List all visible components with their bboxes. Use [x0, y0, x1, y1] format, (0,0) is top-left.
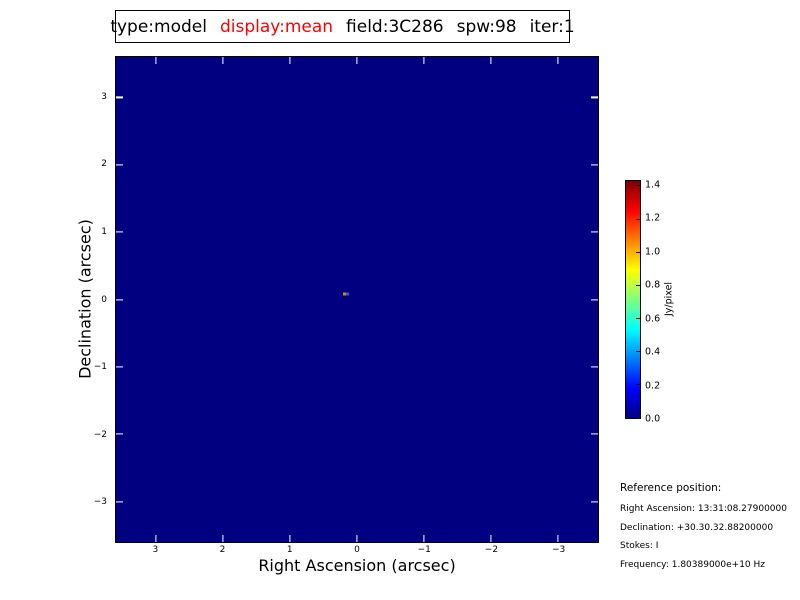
colorbar-tick-label: 0.6	[645, 313, 661, 325]
title-segment: spw:98	[456, 16, 517, 37]
colorbar-tick-label: 0.2	[645, 380, 661, 392]
colorbar-tick-label: 1.4	[645, 179, 661, 191]
colorbar-tick	[636, 284, 640, 286]
y-tick-label: 2	[101, 159, 107, 170]
x-axis-tick	[356, 57, 358, 64]
reference-line-stokes: Stokes: I	[620, 541, 659, 551]
x-axis-tick	[222, 57, 224, 64]
y-tick-label: 3	[101, 91, 107, 102]
x-axis-tick	[356, 535, 358, 542]
y-axis-label: Declination (arcsec)	[75, 219, 95, 379]
y-axis-tick	[116, 96, 123, 98]
x-tick-label: 2	[219, 545, 226, 555]
x-axis-tick	[289, 57, 291, 64]
colorbar-tick	[636, 384, 640, 386]
x-tick-label: 1	[286, 545, 293, 555]
x-tick-label: −1	[417, 545, 431, 555]
reference-line-dec: Declination: +30.30.32.88200000	[620, 522, 774, 533]
x-axis-tick	[557, 57, 559, 64]
x-tick-label: 0	[354, 545, 360, 555]
y-tick-label: −1	[93, 362, 107, 373]
x-tick-labels: 3 2 1 0 −1 −2 −3	[115, 545, 599, 557]
colorbar-tick	[636, 185, 640, 187]
y-tick-label: −3	[93, 497, 107, 508]
reference-line-frequency: Frequency: 1.80389000e+10 Hz	[620, 559, 766, 570]
point-source-marker	[343, 292, 350, 296]
colorbar-tick	[636, 218, 640, 220]
colorbar-tick-label: 0.0	[645, 413, 661, 425]
reference-heading: Reference position:	[620, 482, 722, 494]
x-axis-tick	[222, 535, 224, 542]
y-axis-tick	[116, 231, 123, 233]
y-tick-label: −2	[93, 429, 107, 440]
y-axis-tick	[591, 433, 598, 435]
x-axis-tick	[490, 57, 492, 64]
colorbar-tick-label: 1.0	[645, 246, 661, 258]
x-tick-label: −2	[484, 545, 499, 555]
y-axis-tick	[116, 500, 123, 503]
colorbar-tick	[636, 251, 640, 253]
y-axis-tick	[116, 433, 123, 435]
y-axis-tick	[591, 96, 598, 98]
title-segment: type:model	[110, 16, 207, 37]
y-axis-tick	[116, 298, 123, 301]
plot-title-box: type:model display:mean field:3C286 spw:98 i…	[110, 10, 575, 43]
y-axis-tick	[116, 164, 123, 166]
reference-position-block: Reference position: Right Ascension: 13:…	[620, 482, 798, 578]
x-axis-tick	[155, 57, 157, 64]
x-axis-tick	[423, 535, 425, 542]
y-axis-tick	[591, 231, 598, 233]
x-axis-tick	[289, 535, 291, 542]
x-axis-tick	[423, 57, 425, 64]
y-tick-label: 1	[101, 226, 107, 237]
x-axis-tick	[557, 535, 559, 542]
y-axis-tick	[591, 366, 598, 368]
colorbar-gradient	[625, 180, 641, 419]
x-tick-label: 3	[152, 545, 159, 555]
colorbar-tick-label: 0.4	[645, 346, 661, 358]
image-plot-area	[115, 56, 599, 543]
y-axis-tick	[591, 500, 598, 503]
title-segment: iter:1	[529, 16, 575, 37]
x-axis-label: Right Ascension (arcsec)	[258, 556, 456, 575]
y-tick-label: 0	[101, 294, 107, 305]
x-axis-tick	[490, 535, 492, 542]
reference-line-ra: Right Ascension: 13:31:08.27900000	[620, 504, 787, 514]
colorbar-tick-label: 0.8	[645, 279, 661, 291]
colorbar-tick	[636, 417, 640, 419]
x-axis-tick	[155, 535, 157, 542]
title-segment: display:mean	[219, 16, 334, 37]
colorbar-axis-label: Jy/pixel	[663, 281, 675, 317]
title-segment: field:3C286	[346, 16, 444, 37]
colorbar-tick-labels: 0.0 0.2 0.4 0.6 0.8 1.0 1.2 1.4	[645, 179, 675, 425]
y-tick-labels: 3 2 1 0 −1 −2 −3	[0, 56, 109, 543]
colorbar-tick	[636, 318, 640, 320]
x-tick-label: −3	[552, 545, 566, 555]
colorbar-tick-label: 1.2	[645, 212, 661, 224]
y-axis-tick	[591, 164, 598, 166]
colorbar-tick	[636, 351, 640, 353]
y-axis-tick	[591, 298, 598, 301]
y-axis-tick	[116, 366, 123, 368]
